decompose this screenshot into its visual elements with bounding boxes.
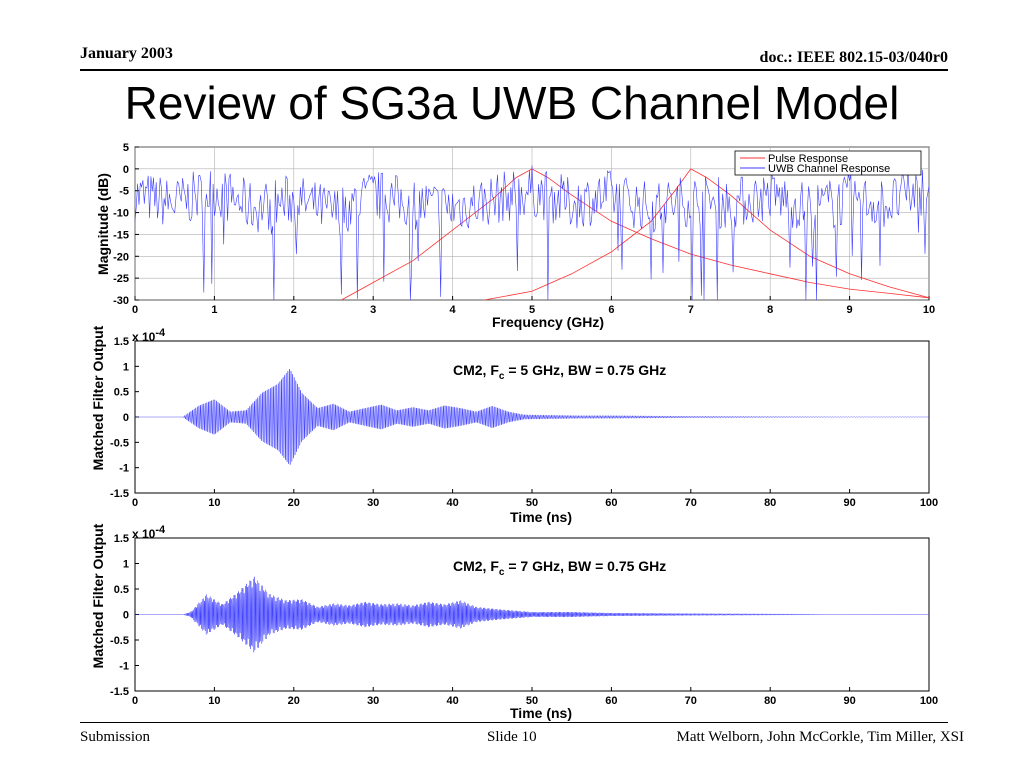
header-doc-id: doc.: IEEE 802.15-03/040r0 <box>759 49 948 66</box>
x-tick-label: 0 <box>132 695 138 707</box>
y-tick-label: -0.5 <box>110 635 129 647</box>
frequency-grid <box>134 146 930 301</box>
matched-filter-chart-7ghz: 0 10 20 30 40 50 60 70 80 90 100 1.5 1 0.5 0 -0.5 -1 -1.… <box>90 523 938 721</box>
y-tick-label: -5 <box>119 186 129 198</box>
x-tick-label: 10 <box>208 497 220 509</box>
x-tick-label: 5 <box>529 304 535 316</box>
x-tick-label: 80 <box>764 695 776 707</box>
mf7-y-label: Matched Filter Output <box>90 523 106 668</box>
y-tick-label: 1 <box>123 559 129 571</box>
y-tick-label: -15 <box>113 229 129 241</box>
x-tick-label: 0 <box>132 497 138 509</box>
x-tick-label: 60 <box>605 497 617 509</box>
y-tick-label: 5 <box>123 142 129 154</box>
x-tick-label: 0 <box>132 304 138 316</box>
x-tick-label: 50 <box>526 497 538 509</box>
y-tick-label: 0 <box>123 164 129 176</box>
footer-rule <box>80 722 948 723</box>
footer-submission: Submission <box>80 729 151 745</box>
y-tick-label: 1.5 <box>114 533 129 545</box>
matched-filter-trace <box>135 368 930 465</box>
mf5-series <box>135 368 930 465</box>
x-tick-label: 70 <box>685 695 697 707</box>
mf7-y-ticks: 1.5 1 0.5 0 -0.5 -1 -1.5 <box>110 533 139 698</box>
mf7-scale-label: x 10-4 <box>132 524 166 541</box>
x-tick-label: 7 <box>688 304 694 316</box>
y-tick-label: -20 <box>113 251 129 263</box>
matched-filter-trace <box>135 576 929 653</box>
x-tick-label: 2 <box>291 304 297 316</box>
x-tick-label: 8 <box>767 304 773 316</box>
legend-box <box>734 150 922 176</box>
x-tick-label: 20 <box>288 695 300 707</box>
frequency-x-ticks: 0 1 2 3 4 5 6 7 8 9 10 <box>132 296 935 316</box>
x-tick-label: 30 <box>367 497 379 509</box>
x-tick-label: 100 <box>920 695 938 707</box>
pulse-response-line-2 <box>484 168 930 301</box>
x-tick-label: 6 <box>608 304 614 316</box>
y-tick-label: 0.5 <box>114 584 129 596</box>
legend-label-pulse: Pulse Response <box>768 153 848 165</box>
x-tick-label: 100 <box>920 497 938 509</box>
mf5-scale-label: x 10-4 <box>132 327 166 344</box>
header-date: January 2003 <box>80 45 173 62</box>
mf7-series <box>135 576 929 653</box>
y-tick-label: 0 <box>123 610 129 622</box>
x-tick-label: 3 <box>370 304 376 316</box>
mf5-y-ticks: 1.5 1 0.5 0 -0.5 -1 -1.5 <box>110 336 139 500</box>
frequency-chart: 0 1 2 3 4 5 6 7 8 9 10 5 0 -5 -10 -15 -20 -25 -30 Frequen… <box>95 142 935 330</box>
y-tick-label: -1 <box>119 463 129 475</box>
slide-title: Review of SG3a UWB Channel Model <box>124 77 900 129</box>
legend-label-uwb: UWB Channel Response <box>768 163 890 175</box>
y-tick-label: -1.5 <box>110 686 129 698</box>
x-tick-label: 90 <box>843 695 855 707</box>
y-tick-label: 1.5 <box>114 336 129 348</box>
x-tick-label: 40 <box>446 695 458 707</box>
mf7-x-label: Time (ns) <box>510 705 572 721</box>
matched-filter-chart-5ghz: 0 10 20 30 40 50 60 70 80 90 100 1.5 1 0.5 0 -0.5 -1 -1.… <box>90 325 938 525</box>
x-tick-label: 30 <box>367 695 379 707</box>
frequency-y-ticks: 5 0 -5 -10 -15 -20 -25 -30 <box>113 142 139 307</box>
y-tick-label: -1.5 <box>110 488 129 500</box>
x-tick-label: 10 <box>208 695 220 707</box>
frequency-legend[interactable]: Pulse Response UWB Channel Response <box>734 150 922 176</box>
mf7-annotation: CM2, Fc = 7 GHz, BW = 0.75 GHz <box>453 558 666 578</box>
x-tick-label: 9 <box>847 304 853 316</box>
y-tick-label: 1 <box>123 361 129 373</box>
y-tick-label: -1 <box>119 661 129 673</box>
header-rule <box>80 69 948 71</box>
x-tick-label: 40 <box>446 497 458 509</box>
mf7-x-ticks: 0 10 20 30 40 50 60 70 80 90 100 <box>132 687 938 707</box>
y-tick-label: 0.5 <box>114 387 129 399</box>
x-tick-label: 70 <box>685 497 697 509</box>
mf5-x-ticks: 0 10 20 30 40 50 60 70 80 90 100 <box>132 489 938 509</box>
frequency-series <box>134 165 930 301</box>
y-tick-label: -10 <box>113 208 129 220</box>
x-tick-label: 1 <box>211 304 217 316</box>
x-tick-label: 10 <box>923 304 935 316</box>
frequency-x-label: Frequency (GHz) <box>492 314 604 330</box>
mf5-x-label: Time (ns) <box>510 509 572 525</box>
y-tick-label: -0.5 <box>110 437 129 449</box>
x-tick-label: 4 <box>450 304 457 316</box>
y-tick-label: -30 <box>113 295 129 307</box>
y-tick-label: 0 <box>123 412 129 424</box>
x-tick-label: 50 <box>526 695 538 707</box>
mf5-annotation: CM2, Fc = 5 GHz, BW = 0.75 GHz <box>453 362 666 382</box>
footer-slide-number: Slide 10 <box>487 729 537 745</box>
y-tick-label: -25 <box>113 273 129 285</box>
x-tick-label: 80 <box>764 497 776 509</box>
footer-authors: Matt Welborn, John McCorkle, Tim Miller,… <box>676 729 964 745</box>
x-tick-label: 60 <box>605 695 617 707</box>
uwb-channel-response-line <box>134 165 930 301</box>
mf5-y-label: Matched Filter Output <box>90 325 106 470</box>
x-tick-label: 20 <box>288 497 300 509</box>
frequency-y-label: Magnitude (dB) <box>95 173 111 275</box>
x-tick-label: 90 <box>843 497 855 509</box>
